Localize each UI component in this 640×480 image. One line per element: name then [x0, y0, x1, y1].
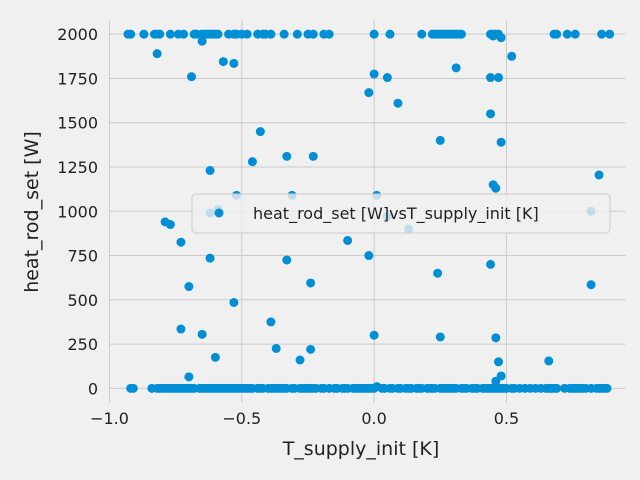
data-point	[369, 330, 379, 340]
data-point	[218, 57, 228, 67]
data-point	[247, 157, 257, 167]
y-tick-label: 500	[67, 291, 98, 310]
data-point	[165, 220, 175, 230]
data-point	[271, 343, 281, 353]
data-point	[266, 317, 276, 327]
legend: heat_rod_set [W]vsT_supply_init [K]	[191, 193, 611, 234]
data-point	[364, 88, 374, 98]
data-point	[456, 29, 466, 39]
data-point	[155, 29, 165, 39]
data-point	[435, 332, 445, 342]
data-point	[229, 297, 239, 307]
data-point	[179, 29, 189, 39]
data-point	[369, 69, 379, 79]
data-point	[491, 376, 501, 386]
data-point	[295, 355, 305, 365]
data-point	[385, 29, 395, 39]
data-point	[562, 29, 572, 39]
y-axis-label: heat_rod_set [W]	[21, 131, 43, 293]
data-point	[306, 278, 316, 288]
data-point	[602, 383, 612, 393]
data-point	[594, 170, 604, 180]
data-point	[282, 151, 292, 161]
y-tick-label: 0	[88, 379, 98, 398]
data-point	[205, 253, 215, 263]
legend-marker	[214, 208, 224, 218]
data-point	[279, 29, 289, 39]
legend-label: heat_rod_set [W]vsT_supply_init [K]	[253, 204, 539, 224]
y-tick-label: 250	[67, 335, 98, 354]
data-points	[123, 29, 615, 393]
y-tick-label: 1250	[57, 158, 98, 177]
data-point	[292, 29, 302, 39]
data-point	[507, 51, 517, 61]
data-point	[382, 73, 392, 83]
x-tick-label: 0.5	[494, 409, 519, 428]
data-point	[496, 137, 506, 147]
x-axis-label: T_supply_init [K]	[282, 438, 440, 460]
data-point	[187, 72, 197, 82]
data-point	[324, 29, 334, 39]
y-tick-label: 2000	[57, 25, 98, 44]
data-point	[184, 282, 194, 292]
data-point	[242, 29, 252, 39]
data-point	[496, 33, 506, 43]
data-point	[570, 29, 580, 39]
data-point	[451, 63, 461, 73]
data-point	[488, 31, 498, 41]
data-point	[139, 29, 149, 39]
y-tick-label: 1750	[57, 69, 98, 88]
data-point	[213, 29, 223, 39]
data-point	[205, 166, 215, 176]
data-point	[126, 29, 136, 39]
legend-box	[191, 193, 611, 234]
data-point	[255, 127, 265, 137]
data-point	[552, 383, 562, 393]
data-point	[435, 135, 445, 145]
data-point	[597, 29, 607, 39]
data-point	[393, 98, 403, 108]
data-point	[493, 357, 503, 367]
data-point	[184, 372, 194, 382]
data-point	[491, 333, 501, 343]
y-tick-label: 750	[67, 247, 98, 266]
data-point	[493, 73, 503, 83]
x-tick-label: −1.0	[90, 409, 129, 428]
x-tick-label: −0.5	[222, 409, 261, 428]
data-point	[486, 73, 496, 83]
data-point	[176, 237, 186, 247]
data-point	[176, 324, 186, 334]
data-point	[417, 29, 427, 39]
data-point	[486, 109, 496, 119]
y-tick-label: 1000	[57, 202, 98, 221]
data-point	[308, 151, 318, 161]
data-point	[308, 29, 318, 39]
data-point	[197, 36, 207, 46]
data-point	[586, 280, 596, 290]
data-point	[210, 352, 220, 362]
data-point	[544, 356, 554, 366]
data-point	[128, 383, 138, 393]
x-tick-labels: −1.0 −0.5 0.0 0.5	[90, 409, 519, 428]
data-point	[433, 268, 443, 278]
data-point	[306, 344, 316, 354]
data-point	[369, 29, 379, 39]
x-tick-label: 0.0	[361, 409, 386, 428]
data-point	[197, 329, 207, 339]
data-point	[552, 29, 562, 39]
data-point	[486, 259, 496, 269]
y-tick-labels: 0 250 500 750 1000 1250 1500 1750 2000	[57, 25, 98, 398]
data-point	[343, 235, 353, 245]
y-tick-label: 1500	[57, 114, 98, 133]
data-point	[282, 255, 292, 265]
data-point	[266, 29, 276, 39]
data-point	[152, 49, 162, 59]
data-point	[165, 29, 175, 39]
data-point	[605, 29, 615, 39]
data-point	[364, 251, 374, 261]
data-point	[229, 58, 239, 68]
data-point	[491, 183, 501, 193]
